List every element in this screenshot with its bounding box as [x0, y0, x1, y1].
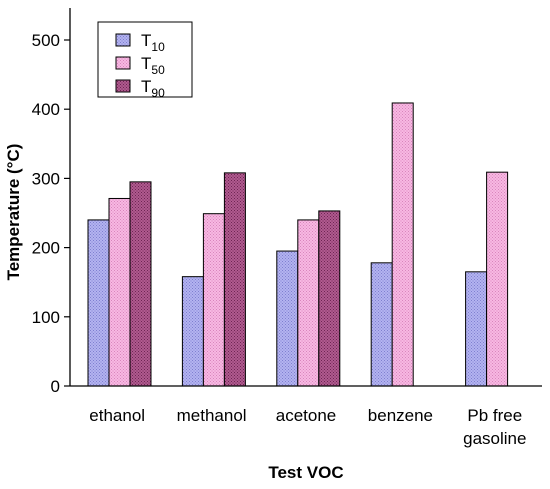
x-tick-labels-group: ethanol methanol acetone benzene Pb free gaso… — [89, 406, 526, 448]
axes-group — [69, 8, 542, 387]
y-ticks-group: 0 100 200 300 400 500 — [32, 31, 70, 396]
bar-t10-4 — [465, 271, 488, 387]
y-tick-label: 200 — [32, 239, 60, 258]
legend-swatch-t10 — [115, 33, 131, 47]
bars-group — [87, 102, 509, 387]
x-tick-label: acetone — [276, 406, 337, 425]
legend-label-t50: T50 — [141, 54, 165, 77]
bar-t90-1 — [223, 172, 246, 387]
bar-t90-0 — [129, 181, 152, 387]
y-tick-label: 0 — [51, 377, 60, 396]
x-tick-label: benzene — [368, 406, 433, 425]
legend-swatch-t50 — [115, 56, 131, 70]
legend-box — [97, 21, 193, 98]
y-tick-label: 300 — [32, 169, 60, 188]
y-tick-label: 500 — [32, 31, 60, 50]
bar-t50-1 — [202, 213, 225, 387]
bar-t50-2 — [297, 219, 320, 387]
bar-t50-0 — [108, 197, 131, 387]
bar-t10-0 — [87, 219, 110, 387]
legend-label-t10: T10 — [141, 31, 165, 54]
legend-label-t90: T90 — [141, 77, 165, 100]
bar-t10-3 — [370, 262, 393, 387]
x-tick-label: ethanol — [89, 406, 145, 425]
x-tick-label: Pb free gasoline — [463, 406, 526, 448]
bar-t10-1 — [181, 276, 204, 387]
x-axis-title: Test VOC — [268, 463, 343, 482]
x-tick-label: methanol — [177, 406, 247, 425]
y-axis-title: Temperature (°C) — [4, 144, 23, 281]
y-tick-label: 400 — [32, 100, 60, 119]
bar-t50-3 — [391, 102, 414, 387]
y-tick-label: 100 — [32, 308, 60, 327]
bar-t90-2 — [318, 210, 341, 387]
bar-t50-4 — [486, 171, 509, 387]
legend-swatch-t90 — [115, 79, 131, 93]
bar-t10-2 — [276, 250, 299, 387]
